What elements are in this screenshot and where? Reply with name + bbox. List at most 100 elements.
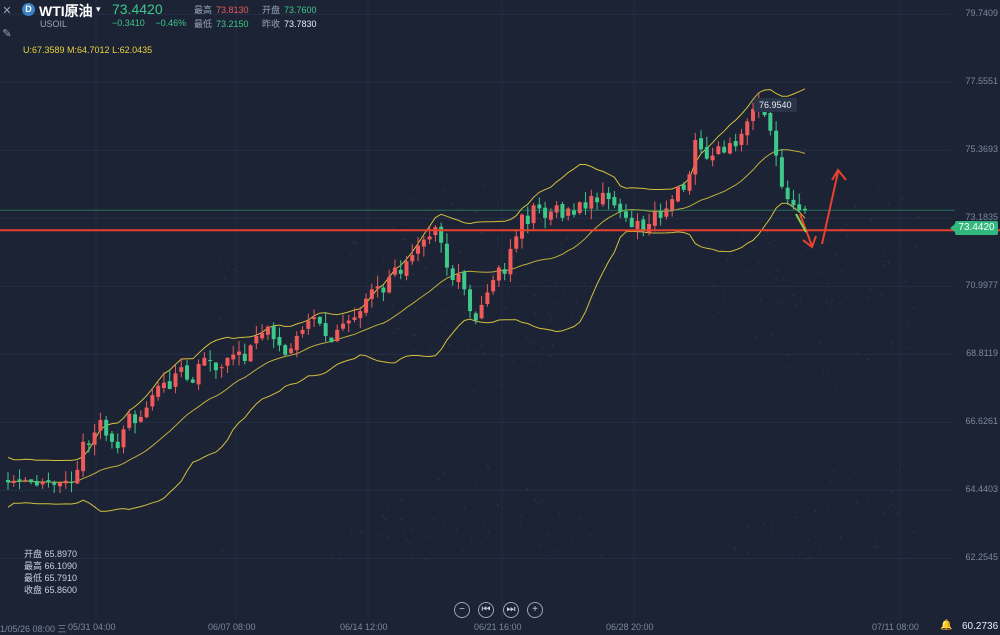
candle-body [86,443,91,445]
candle-body [208,359,213,361]
high-value: 73.8130 [216,5,249,15]
bell-icon[interactable]: 🔔 [940,620,953,631]
candle-body [202,357,207,366]
chevron-down-icon[interactable]: ▾ [96,4,101,14]
x-tick-label: 07/11 08:00 [872,622,919,632]
candle-body [121,429,126,448]
pencil-icon[interactable]: ✎ [2,28,12,40]
symbol-name[interactable]: WTI原油 [39,3,93,19]
candle-body [785,187,790,200]
candle-body [115,441,120,449]
candle-body [473,313,478,321]
candle-body [225,357,230,366]
candle-body [6,479,10,483]
candle-body [52,482,57,485]
candle-body [652,211,657,226]
candle-body [502,269,507,274]
change-percent: −0.46% [155,18,187,28]
zoom-in-button[interactable]: + [527,602,543,618]
lower-band [7,202,806,512]
candle-body [352,317,357,320]
candle-body [92,432,97,445]
candle-body [312,317,317,320]
candle-body [254,336,259,344]
candle-body [670,199,675,211]
candle-body [768,113,773,131]
candle-body [288,348,293,354]
green-stroke [795,213,807,233]
candle-body [167,381,172,389]
candle-body [571,210,576,215]
ohlc-low: 最低 65.7910 [24,573,78,583]
x-tick-label: 05/31 04:00 [68,622,116,632]
candle-body [265,326,270,335]
candle-body [150,395,155,407]
current-price-tag: 73.4420 [950,221,998,235]
candle-body [791,199,796,206]
candle-body [693,140,698,175]
zoom-out-button[interactable]: − [454,602,470,618]
candle-body [658,211,663,218]
symbol-header: D WTI原油 ▾ USOIL 73.4420 −0.3410 −0.46% 最… [0,0,420,30]
x-tick-label: 06/28 20:00 [606,622,654,632]
candle-body [317,316,322,324]
candle-body [242,353,247,361]
candle-body [751,108,756,121]
scroll-first-button[interactable]: ⏮ [478,602,494,618]
candle-body [704,147,709,159]
candle-body [485,292,490,304]
candle-body [612,196,617,206]
x-tick-label: 06/07 08:00 [208,622,256,632]
candle-body [156,385,161,397]
last-price: 73.4420 [112,1,163,17]
low-stat: 最低 73.2150 [194,19,249,29]
candle-body [479,304,484,319]
candle-body [566,208,571,216]
candle-body [375,286,380,289]
candle-body [358,311,363,319]
arrow-up-icon [821,168,847,245]
candle-body [231,354,236,360]
ohlc-high: 最高 66.1090 [24,561,78,571]
candle-body [34,480,39,486]
chart-grid [0,0,950,620]
candle-body [543,207,548,218]
candle-body [340,323,345,329]
candle-body [554,205,559,213]
low-value: 73.2150 [216,19,249,29]
candle-body [508,248,513,275]
open-stat: 开盘 73.7600 [262,5,317,15]
candle-body [416,245,421,254]
scroll-last-button[interactable]: ⏭ [503,602,519,618]
candle-body [63,480,68,484]
candle-body [635,220,640,229]
candle-body [710,155,715,161]
close-icon[interactable]: ✕ [2,5,12,17]
prev-close-value: 73.7830 [284,19,317,29]
candle-body [127,413,132,428]
candle-body [537,204,542,209]
candle-body [733,140,738,147]
candle-body [346,320,351,324]
symbol-logo-icon: D [22,3,35,16]
y-tick-label: 66.6261 [965,416,998,427]
bollinger-bands [7,88,806,512]
y-tick-label: 77.5551 [965,76,998,87]
prev-close-stat: 昨收 73.7830 [262,19,317,29]
x-tick-label: 06/21 16:00 [474,622,522,632]
y-tick-label: 62.2545 [965,552,998,563]
candle-body [421,239,426,247]
candle-body [306,320,311,329]
candle-body [109,433,114,442]
symbol-code: USOIL [40,19,68,29]
price-change: −0.3410 −0.46% [112,18,186,28]
candle-body [283,345,288,355]
candle-body [410,255,415,262]
candle-body [514,236,519,249]
candle-body [745,121,750,136]
candle-body [739,133,744,145]
candle-body [381,287,386,293]
candle-body [75,469,80,484]
y-tick-label: 70.9977 [965,280,998,291]
